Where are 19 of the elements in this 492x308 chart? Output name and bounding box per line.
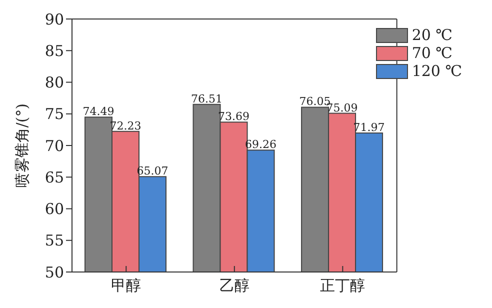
y-tick-label: 75 [44,105,64,124]
y-tick-label: 80 [44,74,64,92]
legend-label: 120 ℃ [412,62,462,80]
y-tick-label: 50 [44,263,64,282]
y-tick-label: 70 [44,136,64,155]
y-axis-title: 喷雾锥角/(°) [13,103,31,188]
data-label: 74.49 [82,105,114,118]
x-tick-label: 正丁醇 [320,276,366,295]
data-label: 76.05 [299,95,331,108]
y-tick-label: 85 [44,42,64,60]
y-tick-label: 55 [44,232,64,250]
y-tick-label: 90 [44,10,64,28]
y-tick-label: 65 [44,168,64,186]
x-tick-label: 甲醇 [111,276,142,295]
y-tick-label: 60 [44,200,64,218]
legend-label: 70 ℃ [412,44,452,62]
legend-label: 20 ℃ [412,26,452,44]
x-tick-label: 乙醇 [219,276,250,295]
data-label: 76.51 [191,92,223,106]
